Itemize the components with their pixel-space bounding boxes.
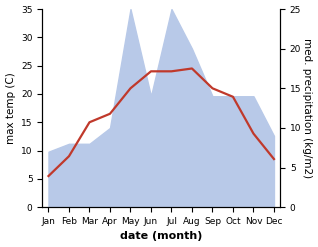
X-axis label: date (month): date (month) xyxy=(120,231,203,242)
Y-axis label: max temp (C): max temp (C) xyxy=(5,72,16,144)
Y-axis label: med. precipitation (kg/m2): med. precipitation (kg/m2) xyxy=(302,38,313,178)
